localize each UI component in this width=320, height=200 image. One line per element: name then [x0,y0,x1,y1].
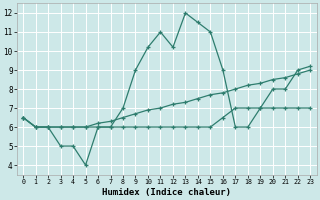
X-axis label: Humidex (Indice chaleur): Humidex (Indice chaleur) [102,188,231,197]
